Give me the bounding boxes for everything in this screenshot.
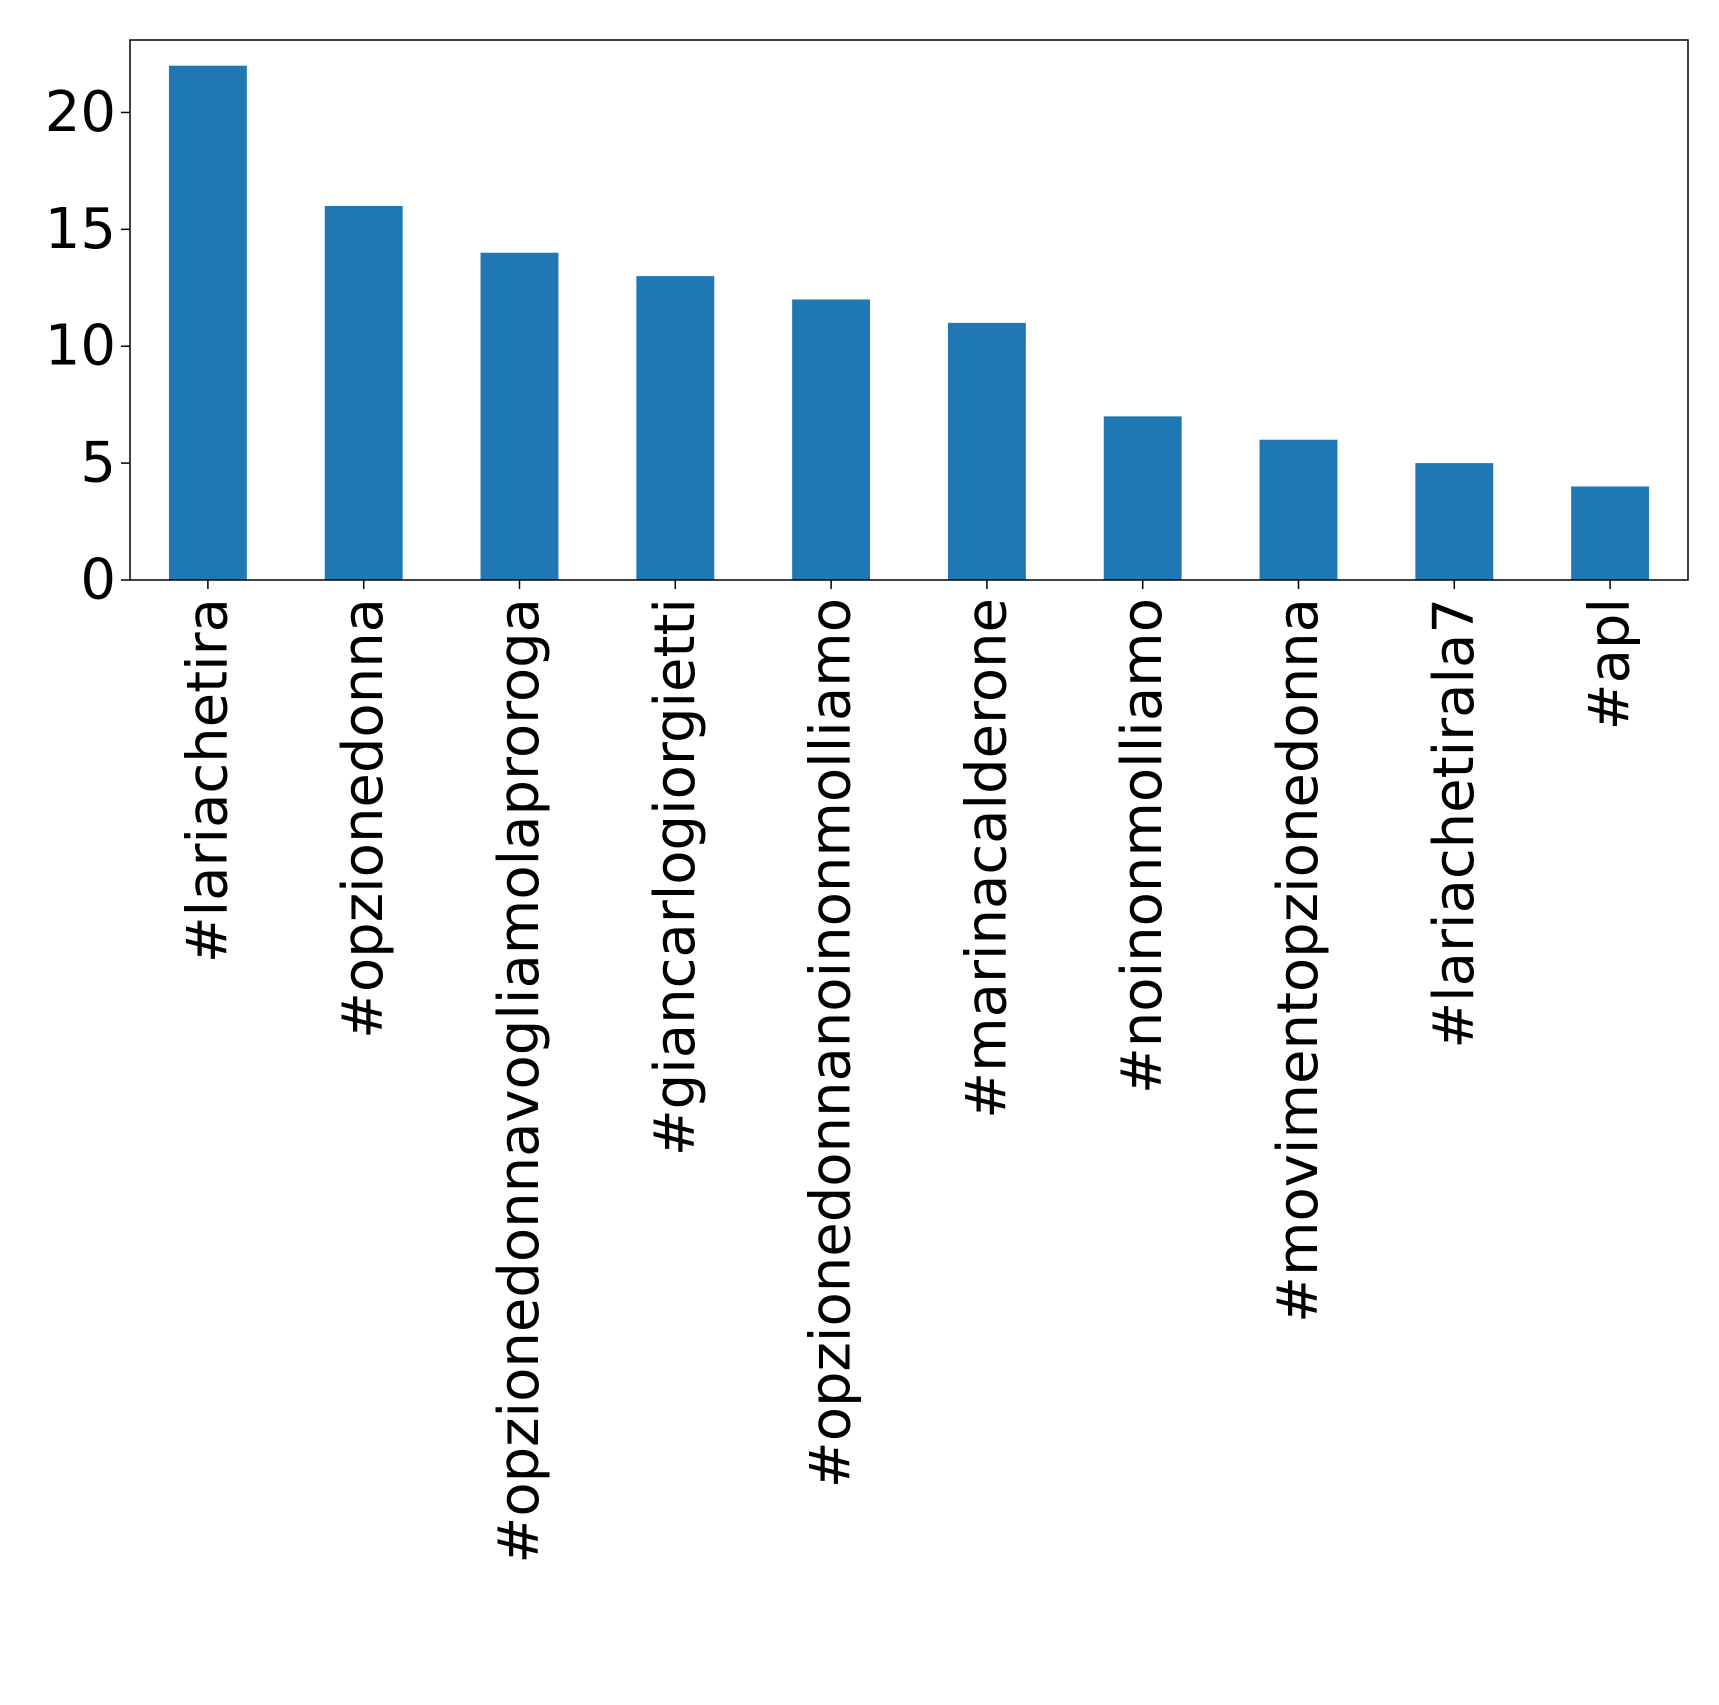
x-tick-label: #opzionedonnavogliamolaproroga bbox=[487, 598, 552, 1564]
bar-3 bbox=[636, 276, 715, 580]
y-tick-label: 0 bbox=[80, 548, 116, 613]
bar-5 bbox=[947, 322, 1026, 580]
x-tick-label: #marinacalderone bbox=[954, 598, 1019, 1119]
bar-8 bbox=[1415, 463, 1494, 580]
x-tick-label: #opzionedonnanoinonmolliamo bbox=[799, 598, 864, 1488]
bar-4 bbox=[792, 299, 871, 580]
x-axis: #lariachetira #opzionedonna #opzionedonnav… bbox=[175, 580, 1643, 1564]
bars-group bbox=[168, 65, 1650, 580]
bar-7 bbox=[1259, 439, 1338, 580]
x-tick-label: #apl bbox=[1578, 598, 1643, 730]
bar-9 bbox=[1571, 486, 1650, 580]
y-axis: 0 5 10 15 20 bbox=[45, 80, 130, 613]
x-tick-label: #noinonmolliamo bbox=[1110, 598, 1175, 1094]
x-tick-label: #lariachetira bbox=[175, 598, 240, 963]
bar-2 bbox=[480, 252, 559, 580]
x-tick-label: #opzionedonna bbox=[331, 598, 396, 1039]
plot-frame bbox=[129, 39, 1689, 581]
y-tick-label: 20 bbox=[45, 80, 116, 145]
y-tick-label: 15 bbox=[45, 197, 116, 262]
bar-0 bbox=[168, 65, 247, 580]
bar-1 bbox=[324, 205, 403, 580]
x-tick-label: #movimentopzionedonna bbox=[1266, 598, 1331, 1323]
y-tick-label: 5 bbox=[80, 431, 116, 496]
x-tick-label: #lariachetirala7 bbox=[1422, 598, 1487, 1049]
bar-6 bbox=[1103, 416, 1182, 580]
y-tick-label: 10 bbox=[45, 314, 116, 379]
x-tick-label: #giancarlogiorgietti bbox=[643, 598, 708, 1156]
